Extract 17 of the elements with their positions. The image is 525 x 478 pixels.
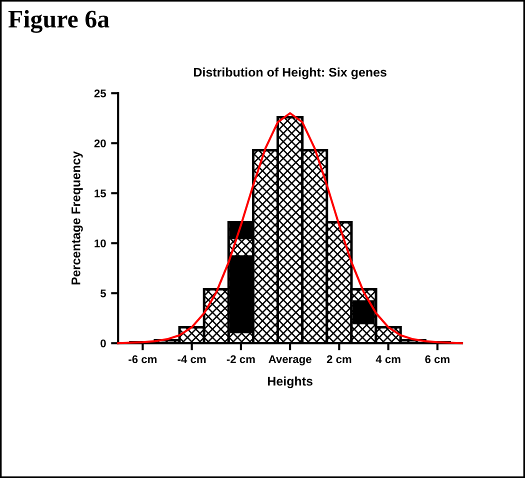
y-axis-title: Percentage Frequency	[72, 151, 83, 284]
x-tick-label: Average	[268, 355, 312, 366]
x-axis-title: Heights	[268, 376, 312, 388]
x-tick-label: -6 cm	[128, 355, 157, 364]
chart-title: Distribution of Height: Six genes	[194, 67, 386, 80]
x-tick-label: -4 cm	[178, 355, 206, 364]
y-tick-label: 5	[100, 290, 106, 298]
y-tick-label: 20	[94, 139, 106, 148]
x-tick-label: 4 cm	[376, 355, 400, 364]
y-tick-label: 10	[94, 239, 106, 248]
x-tick-label: 2 cm	[326, 355, 352, 364]
y-tick-label: 15	[94, 190, 106, 198]
x-tick-label: -2 cm	[226, 355, 255, 364]
y-tick-label: 25	[94, 89, 106, 98]
x-tick-label: 6 cm	[425, 355, 450, 364]
y-tick-label: 0	[100, 339, 106, 348]
caption: Figure 6a	[8, 10, 110, 33]
